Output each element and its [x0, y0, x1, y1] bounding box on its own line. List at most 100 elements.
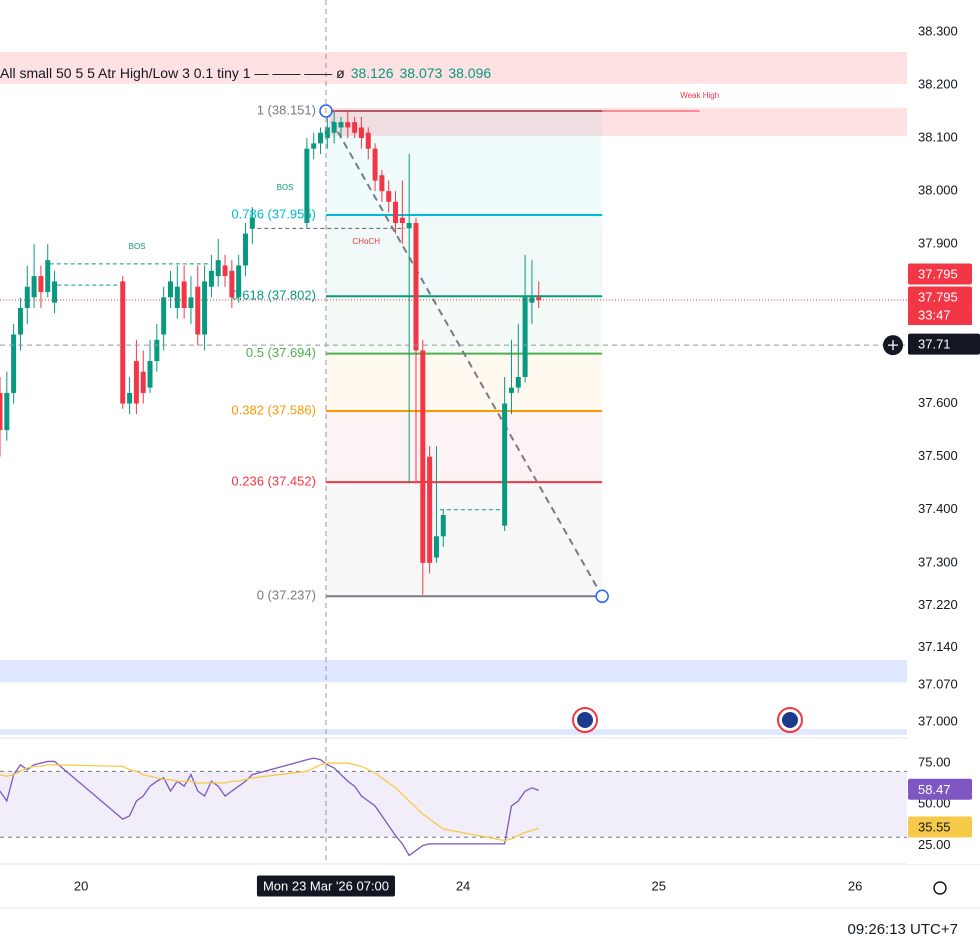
candle-body: [0, 392, 3, 431]
candle-body: [324, 127, 330, 139]
event-icon-inner: [577, 712, 593, 728]
candle-body: [45, 260, 51, 293]
indicator-value: 38.126: [350, 65, 394, 81]
candle-body: [133, 361, 139, 404]
candle-body: [181, 281, 187, 308]
fib-band: [325, 482, 603, 597]
price-axis: [907, 0, 980, 864]
candle-body: [399, 217, 405, 224]
crosshair-time-box: [256, 875, 396, 897]
rsi-tick-label: 25.00: [918, 837, 951, 852]
event-icon-inner: [782, 712, 798, 728]
y-tick-label: 37.140: [918, 639, 958, 654]
candle-body: [304, 148, 310, 224]
countdown-box: [908, 307, 972, 325]
candle-body: [167, 281, 173, 298]
indicator-price-label: 37.795: [918, 266, 958, 281]
candle-body: [365, 132, 371, 149]
candle-body: [4, 392, 10, 431]
y-tick-label: 37.070: [918, 676, 958, 691]
candle-body: [31, 276, 37, 298]
candle-body: [215, 260, 221, 277]
fib-label: 0.382 (37.586): [231, 402, 316, 417]
fib-band: [325, 215, 603, 297]
fib-label: 1 (38.151): [257, 102, 316, 117]
candle-body: [379, 175, 385, 192]
candle-body: [202, 281, 208, 335]
candle-body: [433, 536, 439, 558]
candle-body: [188, 297, 194, 308]
fib-label: 0 (37.237): [257, 588, 316, 603]
y-tick-label: 37.500: [918, 448, 958, 463]
add-icon: [888, 340, 898, 351]
last-price-label-box: [908, 286, 972, 308]
candle-body: [208, 270, 214, 287]
annotation: BOS: [129, 242, 146, 251]
candle-body: [406, 223, 412, 229]
candle-body: [38, 276, 44, 293]
fib-label: 0.236 (37.452): [231, 474, 316, 489]
candle-body: [386, 191, 392, 202]
y-tick-label: 37.220: [918, 597, 958, 612]
candle-body: [331, 122, 337, 133]
rsi-last-label: 58.47: [918, 782, 951, 797]
candle-body: [536, 297, 542, 301]
rsi-tick-label: 75.00: [918, 755, 951, 770]
candle-body: [522, 297, 528, 377]
fib-band: [325, 353, 603, 411]
candle-body: [243, 233, 249, 266]
candle-body: [502, 403, 508, 526]
candle-body: [17, 307, 23, 335]
candle-body: [249, 217, 255, 229]
annotation: BOS: [277, 183, 294, 192]
rsi-line: [0, 757, 539, 857]
x-tick-label: 26: [848, 878, 862, 893]
candle-body: [52, 281, 58, 303]
fib-band: [325, 410, 603, 483]
candle-body: [24, 286, 30, 308]
candle-body: [154, 339, 160, 362]
countdown: 33:47: [918, 307, 951, 322]
clock: 09:26:13 UTC+7: [848, 921, 959, 938]
crosshair-price: 37.71: [918, 337, 951, 352]
candle-body: [161, 297, 167, 335]
rsi-line: [0, 762, 539, 842]
y-tick-label: 37.600: [918, 395, 958, 410]
zone: [0, 729, 907, 735]
rsi-last-label: 35.55: [918, 820, 951, 835]
candle-body: [11, 334, 17, 393]
y-tick-label: 38.100: [918, 129, 958, 144]
rsi-last-label-box: [908, 778, 972, 800]
candle-body: [413, 223, 419, 351]
x-tick-label: 25: [652, 878, 666, 893]
rsi-last-label-box: [908, 816, 972, 838]
rsi-axis: [907, 740, 980, 863]
zone: [329, 107, 907, 136]
settings-icon: [933, 881, 947, 895]
fib-label: 0.618 (37.802): [231, 288, 316, 303]
last-price-label: 37.795: [918, 289, 958, 304]
candle-body: [508, 387, 514, 393]
annotation: CHoCH: [352, 237, 380, 246]
fib-band: [325, 110, 603, 216]
candle-body: [358, 127, 364, 139]
y-tick-label: 37.000: [918, 714, 958, 729]
candle-body: [127, 392, 133, 404]
candle-body: [338, 122, 344, 128]
candle-body: [120, 281, 126, 404]
candle-body: [345, 122, 351, 128]
indicator-name: All small 50 5 5 Atr High/Low 3 0.1 tiny…: [0, 65, 345, 81]
candle-body: [427, 456, 433, 563]
candle-body: [222, 265, 228, 277]
indicator-value: 38.073: [399, 65, 443, 81]
fib-anchor: [595, 589, 609, 604]
candle-body: [420, 350, 426, 563]
fib-label: 0.786 (37.955): [231, 206, 316, 221]
indicator-value: 38.096: [448, 65, 492, 81]
y-tick-label: 37.400: [918, 501, 958, 516]
indicator-price-label-box: [908, 263, 972, 285]
y-tick-label: 37.300: [918, 554, 958, 569]
fib-label: 0.5 (37.694): [246, 345, 316, 360]
candle-body: [229, 270, 235, 298]
